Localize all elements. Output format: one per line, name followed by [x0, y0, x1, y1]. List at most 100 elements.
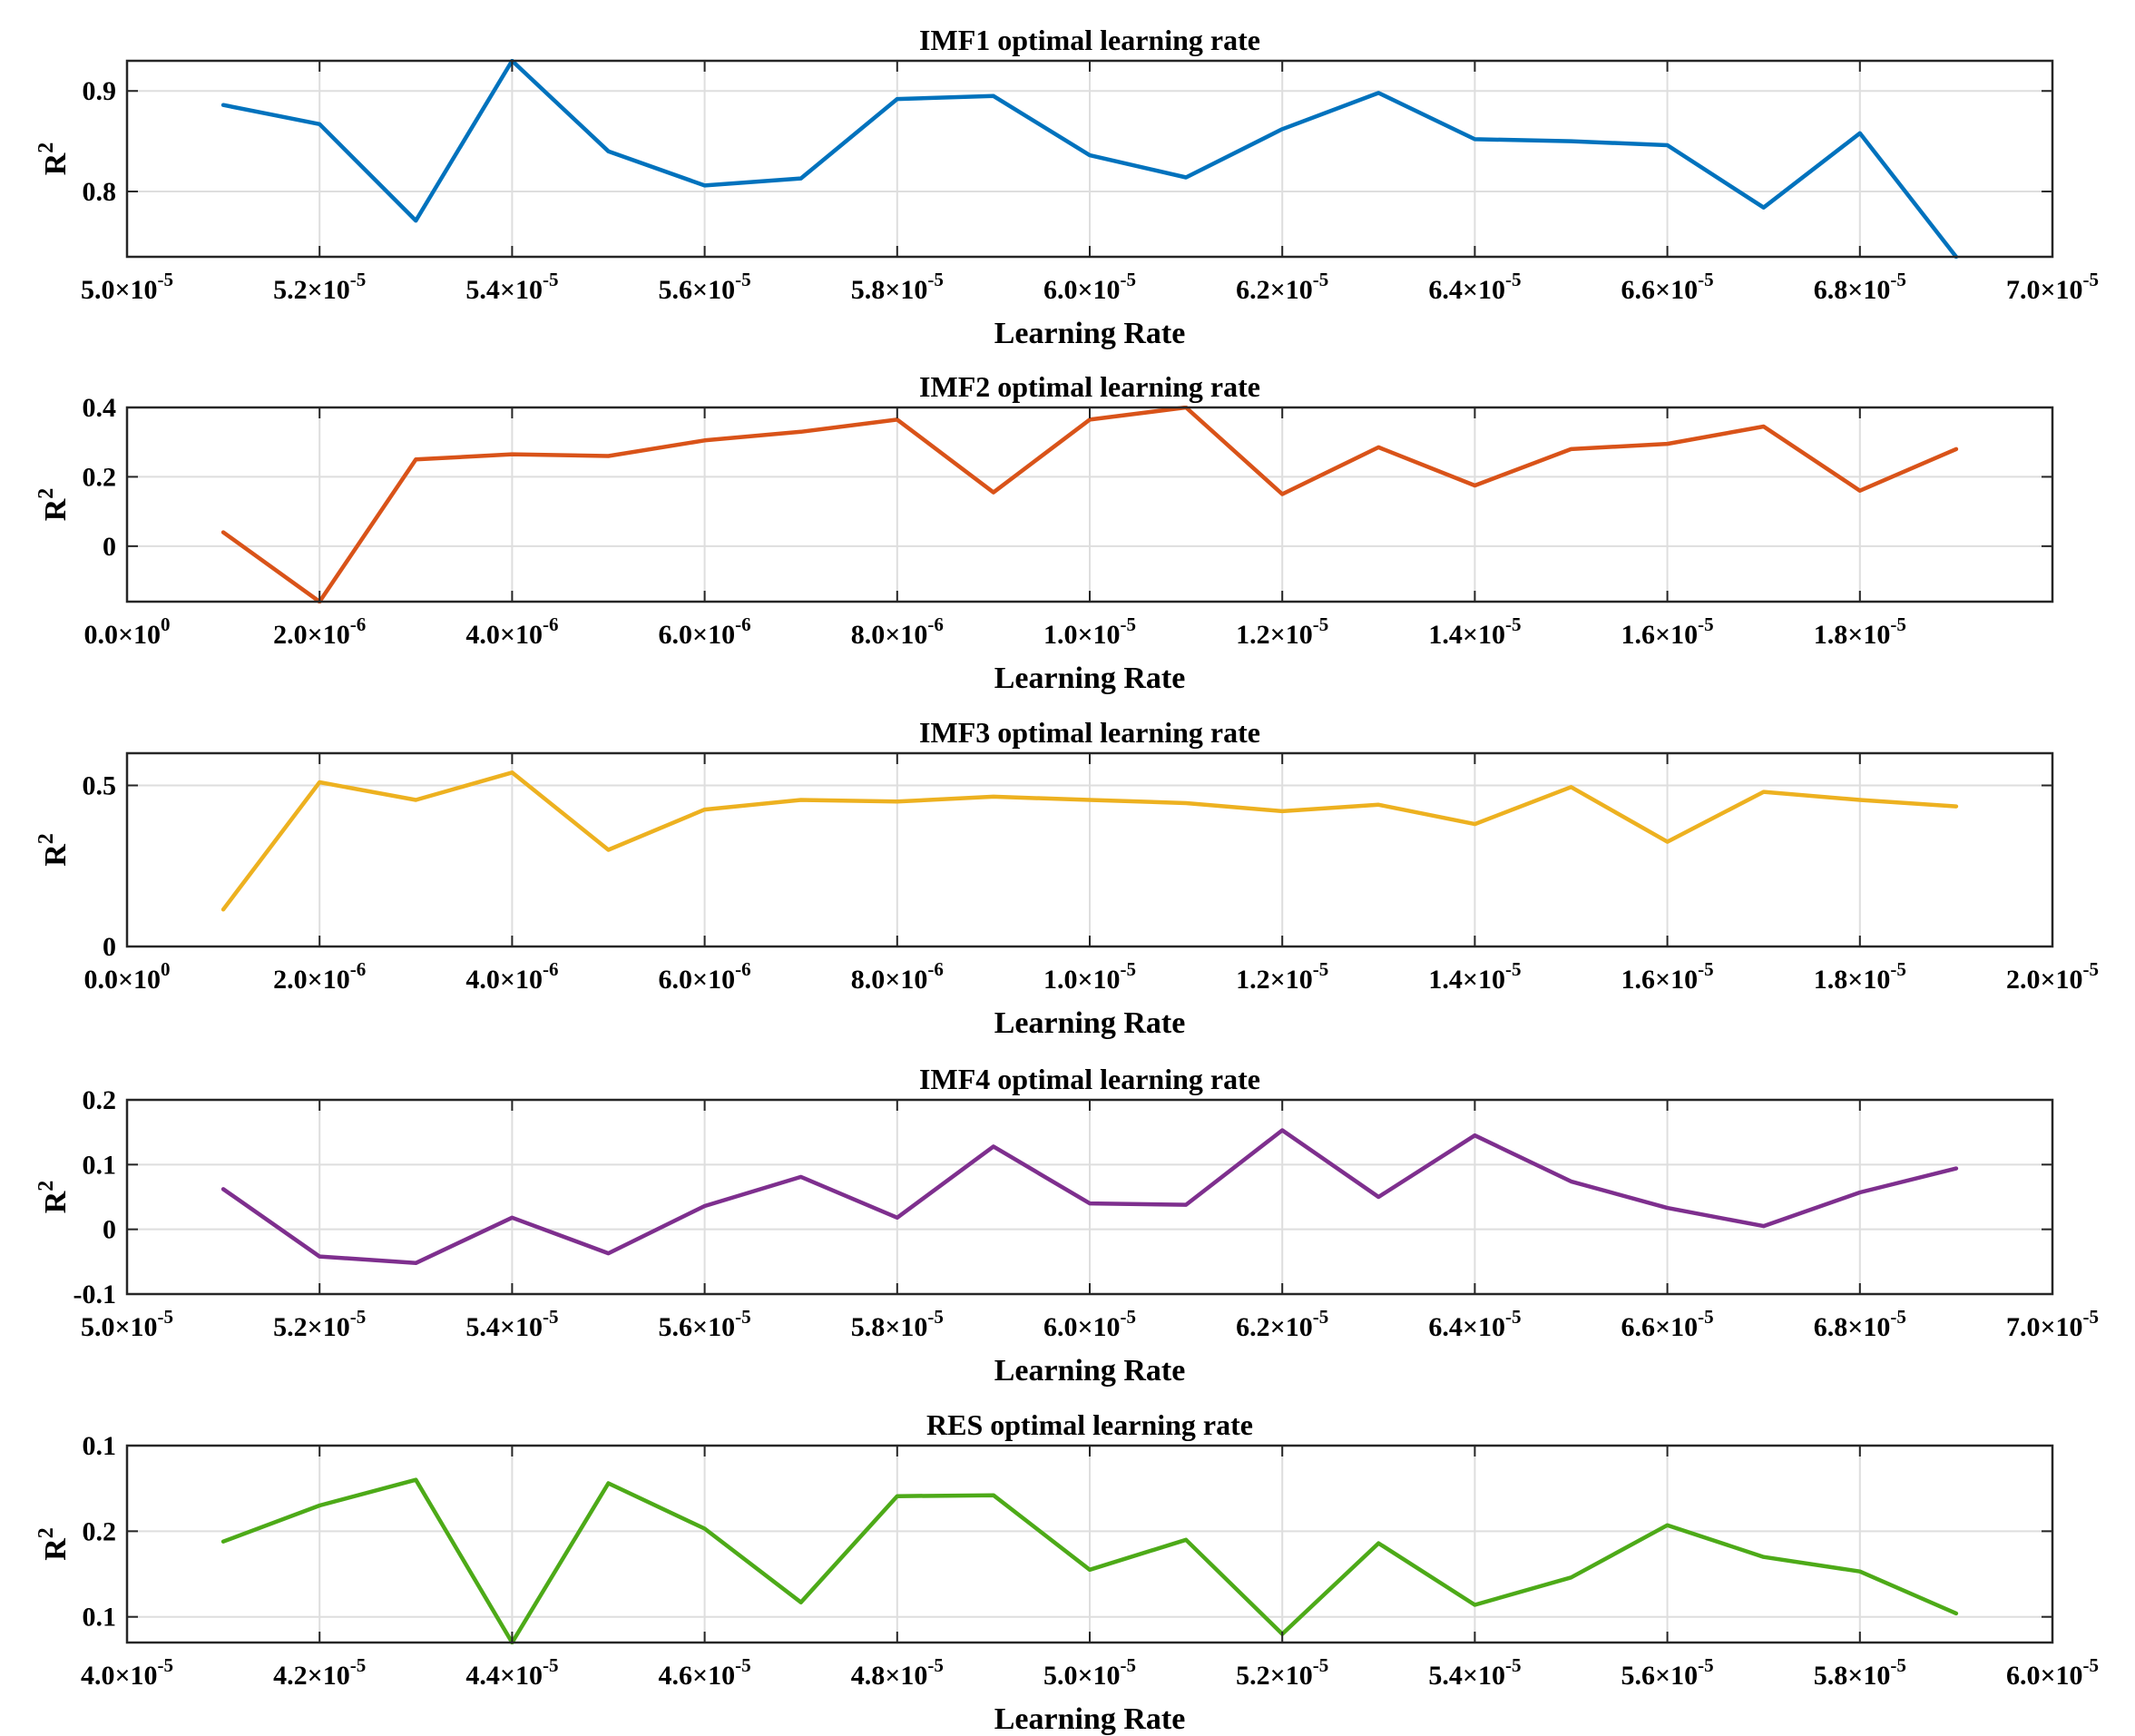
- x-tick-mantissa: 1.4: [1428, 620, 1463, 650]
- x-tick-base: ×10: [114, 275, 157, 305]
- x-tick-label: 4.2×10-5: [273, 1654, 366, 1691]
- x-tick-base: ×10: [1847, 620, 1890, 650]
- x-axis-label: Learning Rate: [994, 1006, 1186, 1040]
- x-tick-label: 1.6×10-5: [1621, 958, 1714, 995]
- grid-lines: [127, 1446, 2052, 1643]
- x-tick-label: 5.0×10-5: [81, 1306, 173, 1342]
- x-tick-base: ×10: [1463, 1661, 1505, 1691]
- x-tick-exponent: -6: [927, 958, 944, 980]
- x-tick-base: ×10: [885, 965, 927, 995]
- x-tick-label: 1.0×10-5: [1043, 958, 1136, 995]
- grid-lines: [127, 407, 2052, 602]
- x-tick-mantissa: 6.0: [1043, 1312, 1078, 1342]
- x-tick-exponent: -5: [735, 1306, 751, 1328]
- y-axis-label-sup: 2: [34, 142, 58, 153]
- x-tick-exponent: -5: [1890, 1306, 1906, 1328]
- x-tick-base: ×10: [1077, 275, 1120, 305]
- x-tick-label: 5.4×10-5: [465, 269, 558, 305]
- x-tick-base: ×10: [1270, 275, 1313, 305]
- x-tick-label: 5.4×10-5: [465, 1306, 558, 1342]
- x-tick-mantissa: 6.6: [1621, 1312, 1656, 1342]
- x-tick-label: 6.8×10-5: [1814, 269, 1906, 305]
- x-tick-exponent: -5: [1313, 1306, 1329, 1328]
- x-tick-mantissa: 0.0: [83, 620, 118, 650]
- x-tick-mantissa: 8.0: [851, 965, 886, 995]
- x-tick-base: ×10: [500, 1661, 543, 1691]
- x-tick-base: ×10: [308, 1661, 350, 1691]
- x-tick-mantissa: 5.6: [659, 275, 693, 305]
- x-tick-exponent: -5: [1505, 269, 1522, 290]
- x-tick-mantissa: 4.0: [81, 1661, 115, 1691]
- x-tick-label: 6.6×10-5: [1621, 269, 1714, 305]
- x-tick-mantissa: 6.0: [659, 965, 693, 995]
- x-tick-label: 7.0×10-5: [2006, 269, 2099, 305]
- grid-lines: [127, 61, 2052, 257]
- x-tick-exponent: -6: [735, 958, 751, 980]
- x-tick-label: 6.0×10-6: [659, 958, 751, 995]
- x-axis-label: Learning Rate: [994, 1702, 1186, 1736]
- x-tick-exponent: -5: [1890, 269, 1906, 290]
- x-tick-label: 6.2×10-5: [1236, 1306, 1328, 1342]
- x-tick-base: ×10: [692, 275, 735, 305]
- x-tick-label: 1.4×10-5: [1428, 958, 1521, 995]
- x-tick-base: ×10: [1463, 965, 1505, 995]
- x-tick-exponent: 0: [161, 958, 171, 980]
- x-tick-label: 5.0×10-5: [81, 269, 173, 305]
- x-tick-exponent: -5: [927, 269, 944, 290]
- x-tick-exponent: -5: [543, 269, 559, 290]
- y-axis-label-sup: 2: [34, 1527, 58, 1538]
- x-tick-mantissa: 5.8: [1814, 1661, 1848, 1691]
- x-tick-label: 1.8×10-5: [1814, 613, 1906, 650]
- x-tick-label: 5.4×10-5: [1428, 1654, 1521, 1691]
- x-tick-base: ×10: [1463, 1312, 1505, 1342]
- x-tick-exponent: 0: [161, 613, 171, 635]
- x-tick-label: 4.0×10-6: [465, 958, 558, 995]
- x-tick-exponent: -5: [1890, 958, 1906, 980]
- x-tick-exponent: -5: [1121, 269, 1137, 290]
- x-tick-base: ×10: [1655, 965, 1698, 995]
- x-tick-mantissa: 6.0: [659, 620, 693, 650]
- chart-title: IMF1 optimal learning rate: [919, 24, 1260, 56]
- x-tick-mantissa: 8.0: [851, 620, 886, 650]
- x-tick-mantissa: 1.6: [1621, 965, 1656, 995]
- x-tick-mantissa: 5.2: [273, 275, 308, 305]
- y-tick-label: 0.1: [83, 1431, 117, 1461]
- x-tick-label: 6.4×10-5: [1428, 269, 1521, 305]
- x-tick-label: 1.0×10-5: [1043, 613, 1136, 650]
- x-tick-label: 6.0×10-5: [1043, 269, 1136, 305]
- x-tick-base: ×10: [1077, 965, 1120, 995]
- y-tick-label: 0: [103, 932, 116, 962]
- subplot-1: IMF1 optimal learning rate Learning Rate R…: [34, 24, 2099, 350]
- y-tick-label: 0.8: [83, 177, 117, 207]
- x-tick-mantissa: 7.0: [2006, 1312, 2041, 1342]
- x-axis-label: Learning Rate: [994, 317, 1186, 350]
- x-tick-base: ×10: [692, 1312, 735, 1342]
- y-axis-label: R2: [34, 488, 73, 522]
- x-tick-base: ×10: [1655, 620, 1698, 650]
- x-tick-mantissa: 4.8: [851, 1661, 886, 1691]
- x-tick-label: 2.0×10-6: [273, 958, 366, 995]
- x-tick-mantissa: 5.4: [1428, 1661, 1463, 1691]
- x-tick-base: ×10: [692, 1661, 735, 1691]
- x-tick-label: 5.6×10-5: [659, 1306, 751, 1342]
- x-tick-exponent: -6: [735, 613, 751, 635]
- y-axis-label-base: R: [39, 152, 73, 175]
- y-tick-label: 0.2: [83, 1085, 117, 1115]
- x-tick-base: ×10: [692, 620, 735, 650]
- y-axis-label: R2: [34, 142, 73, 176]
- y-axis-label-base: R: [39, 1538, 73, 1561]
- x-tick-label: 2.0×10-6: [273, 613, 366, 650]
- x-tick-exponent: -5: [1313, 613, 1329, 635]
- x-tick-exponent: -5: [1698, 1306, 1714, 1328]
- x-tick-mantissa: 5.0: [1043, 1661, 1078, 1691]
- x-tick-label: 4.6×10-5: [659, 1654, 751, 1691]
- x-tick-exponent: -5: [2083, 1654, 2100, 1676]
- x-tick-exponent: -5: [1121, 958, 1137, 980]
- x-tick-label: 5.8×10-5: [851, 1306, 944, 1342]
- y-tick-label: -0.1: [73, 1280, 117, 1309]
- x-tick-exponent: -5: [1698, 1654, 1714, 1676]
- y-tick-label: 0.1: [83, 1603, 117, 1633]
- x-tick-base: ×10: [2040, 965, 2082, 995]
- x-tick-label: 1.8×10-5: [1814, 958, 1906, 995]
- y-axis-label-base: R: [39, 1191, 73, 1213]
